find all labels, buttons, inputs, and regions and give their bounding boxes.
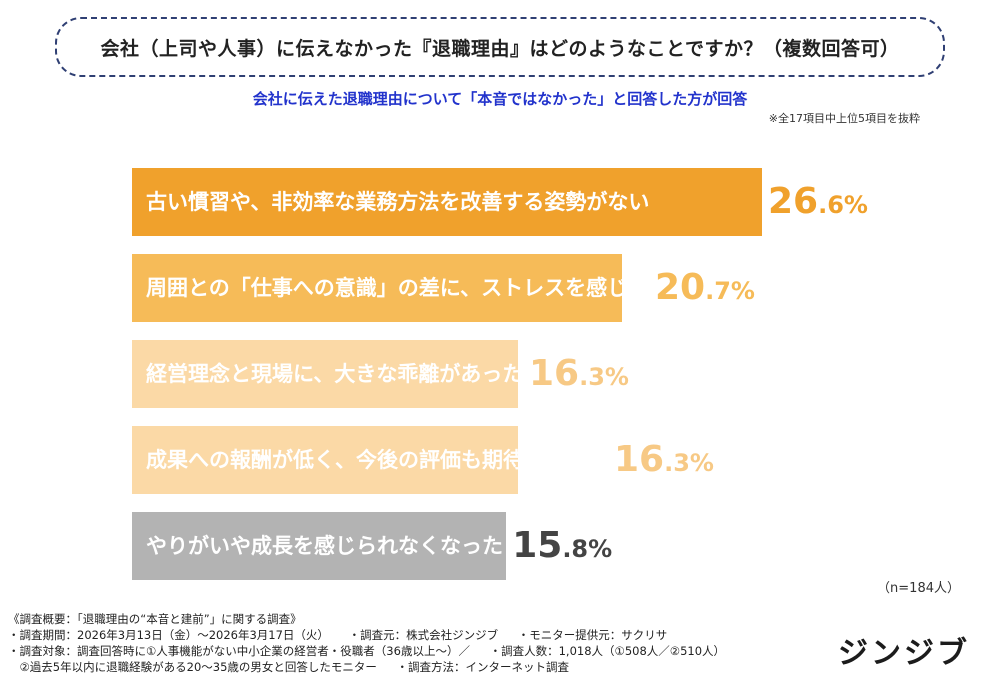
footer-line-3: ②過去5年以内に退職経験がある20〜35歳の男女と回答したモニター ・調査方法：… — [8, 659, 741, 675]
bar-1 — [132, 168, 762, 236]
footer-target-2: ②過去5年以内に退職経験がある20〜35歳の男女と回答したモニター — [8, 660, 377, 674]
bar-3 — [132, 340, 519, 408]
value-label-5: 15.8% — [512, 512, 612, 580]
chart-subtitle: 会社に伝えた退職理由について「本音ではなかった」と回答した方が回答 — [252, 90, 748, 108]
survey-footer: 《調査概要：「退職理由の“本音と建前”」に関する調査》 ・調査期間：2026年3… — [8, 611, 741, 675]
bar-label-3: 経営理念と現場に、大きな乖離があった — [146, 362, 524, 386]
value-label-int-4: 16 — [614, 439, 665, 480]
footer-heading: 《調査概要：「退職理由の“本音と建前”」に関する調査》 — [8, 612, 302, 626]
footer-source: ・調査元：株式会社ジンジブ — [348, 628, 499, 642]
bar-4 — [132, 426, 519, 494]
company-logo: ジンジブ — [838, 636, 970, 671]
title-box: 会社（上司や人事）に伝えなかった『退職理由』はどのようなことですか？（複数回答可… — [55, 17, 945, 77]
value-label-3: 16.3% — [529, 340, 629, 408]
footer-line-1: ・調査期間：2026年3月13日（金）〜2026年3月17日（火） ・調査元：株… — [8, 627, 741, 643]
value-label-dec-5: .8% — [562, 535, 613, 563]
footer-target: ・調査対象：調査回答時に①人事機能がない中小企業の経営者・役職者（36歳以上〜）… — [8, 644, 470, 658]
footer-line-2: ・調査対象：調査回答時に①人事機能がない中小企業の経営者・役職者（36歳以上〜）… — [8, 643, 741, 659]
value-label-2: 20.7% — [655, 254, 755, 322]
sample-size: （n=184人） — [877, 581, 960, 596]
chart-title: 会社（上司や人事）に伝えなかった『退職理由』はどのようなことですか？（複数回答可… — [100, 37, 900, 60]
value-label-int-3: 16 — [529, 353, 580, 394]
value-label-dec-2: .7% — [705, 277, 755, 305]
bar-2 — [132, 254, 623, 322]
value-label-dec-3: .3% — [579, 363, 629, 391]
value-label-dec-1: .6% — [818, 191, 868, 219]
bar-label-2: 周囲との「仕事への意識」の差に、ストレスを感じた — [146, 276, 650, 300]
value-label-int-1: 26 — [768, 181, 819, 222]
value-label-int-2: 20 — [655, 267, 706, 308]
value-label-dec-4: .3% — [664, 449, 714, 477]
bar-5 — [132, 512, 507, 580]
value-label-4: 16.3% — [614, 426, 714, 494]
bar-label-5: やりがいや成長を感じられなくなった — [146, 534, 503, 558]
bar-label-1: 古い慣習や、非効率な業務方法を改善する姿勢がない — [146, 190, 650, 214]
bar-label-4: 成果への報酬が低く、今後の評価も期待できない — [146, 448, 608, 472]
footer-method: ・調査方法：インターネット調査 — [396, 660, 570, 674]
footer-count: ・調査人数：1,018人（①508人／②510人） — [489, 644, 726, 658]
value-label-int-5: 15 — [512, 525, 563, 566]
item-note: ※全17項目中上位5項目を抜粋 — [768, 112, 920, 125]
footer-period: ・調査期間：2026年3月13日（金）〜2026年3月17日（火） — [8, 628, 329, 642]
value-label-1: 26.6% — [768, 168, 868, 236]
footer-monitor: ・モニター提供元：サクリサ — [517, 628, 668, 642]
